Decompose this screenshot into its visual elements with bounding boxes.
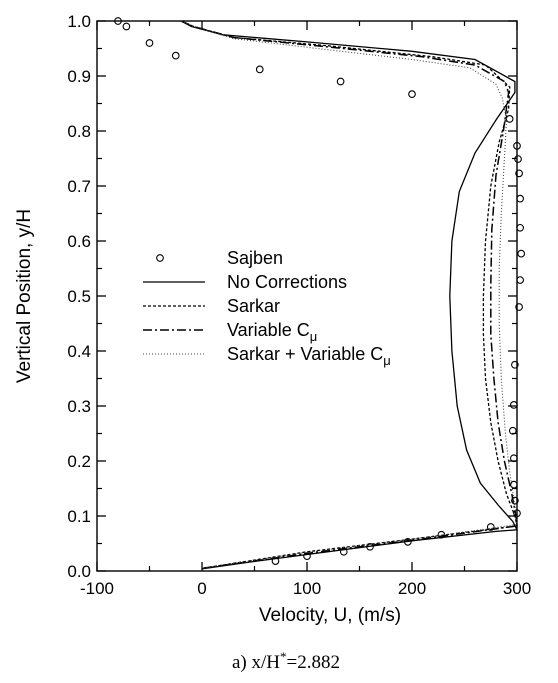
legend-label: Sajben bbox=[227, 248, 283, 268]
legend-label: Sarkar + Variable Cμ bbox=[227, 344, 391, 368]
data-point bbox=[122, 22, 131, 31]
legend-item: Sajben bbox=[156, 248, 283, 268]
data-point bbox=[408, 90, 416, 98]
caption-superscript: * bbox=[280, 649, 287, 664]
y-tick-label: 0.7 bbox=[67, 177, 91, 196]
data-point bbox=[509, 401, 518, 409]
legend-label: Sarkar bbox=[227, 296, 280, 316]
data-point bbox=[514, 155, 522, 163]
y-tick-label: 0.0 bbox=[67, 562, 91, 581]
y-tick-label: 0.8 bbox=[67, 122, 91, 141]
y-tick-label: 0.1 bbox=[67, 507, 91, 526]
y-tick-label: 0.4 bbox=[67, 342, 91, 361]
x-axis-label: Velocity, U, (m/s) bbox=[259, 605, 401, 626]
legend-item: Sarkar bbox=[143, 296, 280, 316]
legend-item: Variable Cμ bbox=[143, 320, 317, 344]
legend-item: Sarkar + Variable Cμ bbox=[143, 344, 391, 368]
data-point bbox=[509, 480, 518, 489]
series-group bbox=[114, 17, 526, 570]
data-point bbox=[515, 169, 523, 178]
series-sarkar-variable-c- bbox=[180, 20, 518, 569]
data-point bbox=[515, 303, 523, 311]
caption-rest: =2.882 bbox=[287, 652, 340, 673]
y-tick-label: 0.9 bbox=[67, 67, 91, 86]
y-tick-label: 0.6 bbox=[67, 232, 91, 251]
y-axis-label: Vertical Position, y/H bbox=[14, 209, 35, 383]
x-tick-labels: -100 0 100 200 300 bbox=[80, 579, 531, 598]
series-line bbox=[180, 20, 518, 569]
series-line bbox=[180, 20, 519, 570]
x-tick-label: 300 bbox=[503, 579, 531, 598]
legend-label: Variable Cμ bbox=[227, 320, 317, 344]
legend-label: No Corrections bbox=[227, 272, 347, 292]
data-point bbox=[508, 426, 517, 435]
y-tick-label: 0.2 bbox=[67, 452, 91, 471]
data-point bbox=[511, 360, 519, 369]
data-point bbox=[171, 51, 180, 60]
y-tick-label: 0.5 bbox=[67, 287, 91, 306]
series-sarkar bbox=[180, 20, 518, 569]
axis-ticks bbox=[96, 20, 518, 572]
legend: Sajben No Corrections Sarkar Variable CμSar… bbox=[143, 248, 391, 368]
legend-marker bbox=[156, 254, 164, 262]
series-line bbox=[180, 20, 518, 569]
figure-caption: a) x/H*=2.882 bbox=[232, 649, 340, 673]
x-tick-label: 100 bbox=[293, 579, 321, 598]
x-tick-label: 0 bbox=[197, 579, 206, 598]
legend-item: No Corrections bbox=[143, 272, 347, 292]
x-tick-label: 200 bbox=[398, 579, 426, 598]
data-point bbox=[509, 454, 518, 463]
data-point bbox=[516, 276, 525, 284]
x-tick-label: -100 bbox=[80, 579, 114, 598]
data-point bbox=[114, 17, 122, 25]
series-line bbox=[180, 20, 518, 570]
data-point bbox=[145, 39, 154, 47]
data-point bbox=[336, 77, 345, 86]
legend-label-subscript: μ bbox=[383, 353, 391, 368]
data-point bbox=[505, 115, 514, 123]
data-point bbox=[517, 249, 526, 258]
data-point bbox=[511, 496, 519, 505]
plot-frame bbox=[96, 20, 518, 572]
y-tick-label: 1.0 bbox=[67, 12, 91, 31]
data-point bbox=[516, 194, 525, 203]
data-point bbox=[513, 142, 521, 150]
legend-label-subscript: μ bbox=[310, 329, 318, 344]
y-tick-labels: 0.0 0.1 0.2 0.3 0.4 0.5 0.6 0.7 0.8 0.9 1.0 bbox=[67, 12, 91, 581]
data-point bbox=[255, 65, 264, 74]
data-point bbox=[516, 223, 525, 232]
y-tick-label: 0.3 bbox=[67, 397, 91, 416]
series-variable-c- bbox=[180, 20, 518, 570]
series-no-corrections bbox=[180, 20, 519, 570]
